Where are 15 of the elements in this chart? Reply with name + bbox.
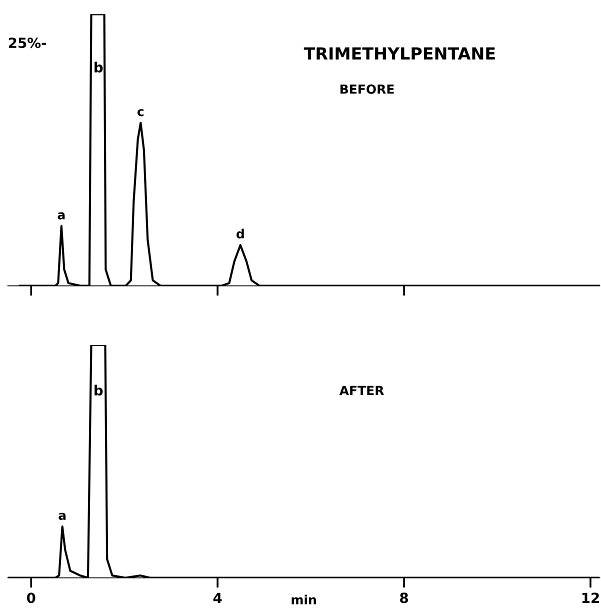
annotation: d xyxy=(236,228,244,238)
annotation: a xyxy=(58,212,65,220)
annotation: a xyxy=(58,512,66,520)
text: BEFORE xyxy=(340,84,394,94)
text: AFTER xyxy=(339,386,384,395)
text: TRIMETHYLPENTANE xyxy=(304,47,495,60)
x-axis-title: min xyxy=(292,594,316,604)
x-tick-label: 0 xyxy=(26,592,36,604)
x-tick-label: 8 xyxy=(400,592,408,604)
annotation: b xyxy=(94,384,103,396)
x-tick-label: 4 xyxy=(213,592,222,603)
annotation: 25%- xyxy=(8,38,46,48)
x-tick-label: 12 xyxy=(582,592,599,603)
annotation: b xyxy=(94,62,103,73)
annotation: c xyxy=(137,109,144,116)
